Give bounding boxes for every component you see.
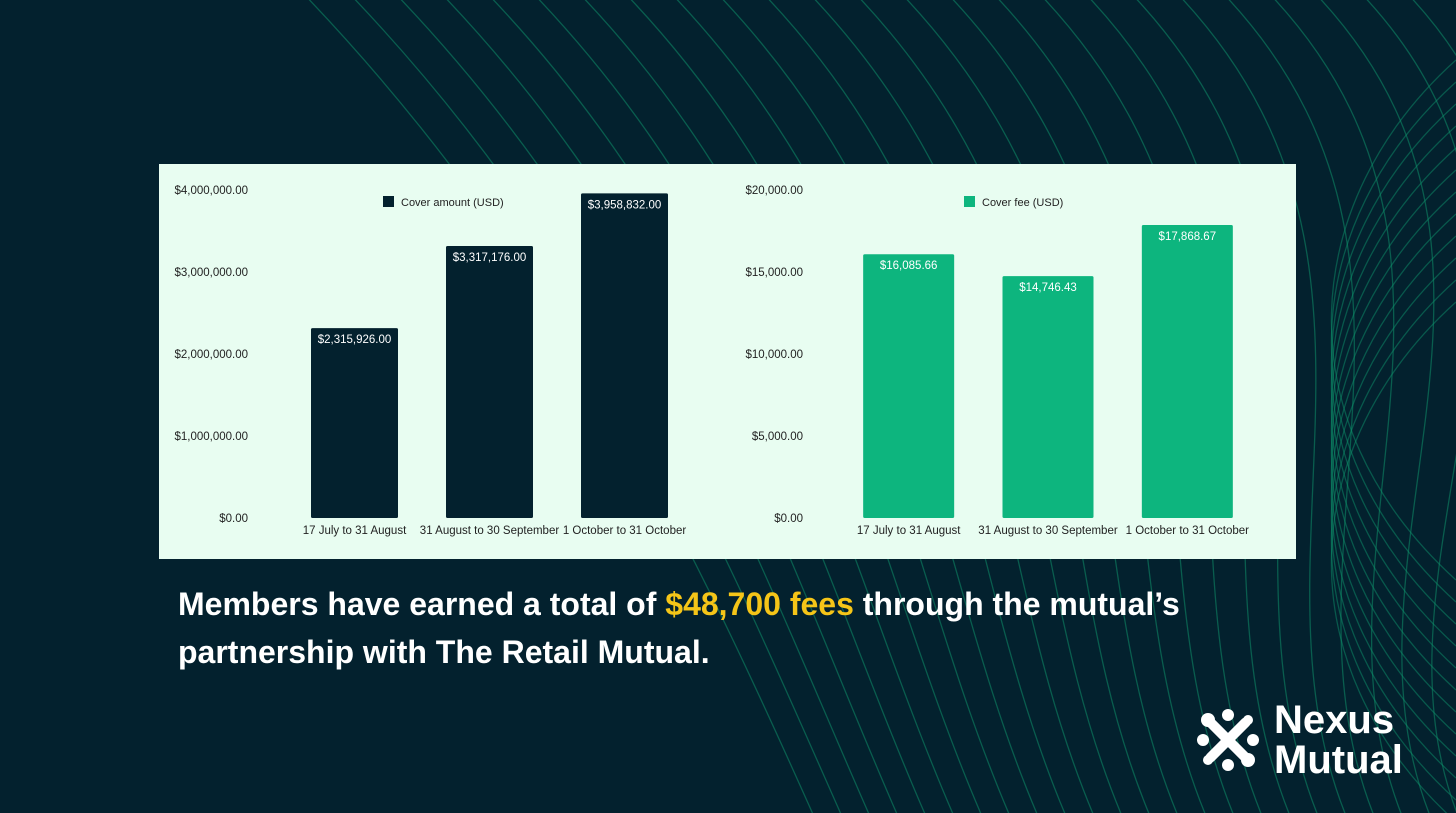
x-tick-label: 1 October to 31 October — [1126, 525, 1250, 537]
y-tick-label: $2,000,000.00 — [174, 349, 248, 361]
charts-svg: $0.00 $1,000,000.00 $2,000,000.00 $3,000,00… — [174, 185, 1249, 537]
wave-line — [1412, 0, 1456, 57]
y-tick-label: $3,000,000.00 — [174, 267, 248, 279]
legend-label: Cover fee (USD) — [982, 197, 1063, 209]
logo-wordmark: Nexus Mutual — [1274, 700, 1403, 780]
y-tick-label: $1,000,000.00 — [174, 431, 248, 443]
wave-line — [1330, 279, 1456, 801]
caption-highlight: $48,700 fees — [665, 586, 854, 622]
caption: Members have earned a total of $48,700 f… — [178, 580, 1278, 676]
logo-line-1: Nexus — [1274, 698, 1395, 742]
cover-fee-chart: $0.00 $5,000.00 $10,000.00 $15,000.00 $20,00… — [745, 185, 1249, 537]
y-tick-label: $4,000,000.00 — [174, 185, 248, 197]
wave-line — [1274, 0, 1402, 813]
bar — [581, 193, 668, 518]
cover-amount-chart: $0.00 $1,000,000.00 $2,000,000.00 $3,000,00… — [174, 185, 686, 537]
wave-line — [1320, 0, 1435, 813]
wave-line — [1366, 0, 1456, 812]
x-tick-label: 17 July to 31 August — [303, 525, 407, 537]
caption-text-start: Members have earned a total of — [178, 586, 666, 622]
charts-panel: $0.00 $1,000,000.00 $2,000,000.00 $3,000,00… — [159, 164, 1296, 559]
nexus-mutual-logo-icon — [1197, 709, 1259, 771]
wave-line — [1330, 103, 1456, 625]
legend-label: Cover amount (USD) — [401, 197, 504, 209]
y-tick-label: $10,000.00 — [745, 349, 803, 361]
legend-swatch — [964, 196, 975, 207]
data-label: $3,317,176.00 — [453, 252, 527, 264]
bar — [863, 254, 955, 518]
logo-line-2: Mutual — [1274, 738, 1403, 782]
x-tick-label: 31 August to 30 September — [420, 525, 560, 537]
bar — [1141, 224, 1233, 519]
wave-line — [1330, 191, 1456, 713]
wave-line — [1450, 0, 1456, 813]
wave-line — [1330, 147, 1456, 669]
wave-line — [1330, 301, 1456, 813]
wave-line — [1330, 169, 1456, 691]
caption-text-end: through the mutual’s partnership with Th… — [178, 586, 1180, 670]
bar — [1002, 276, 1094, 518]
data-label: $17,868.67 — [1159, 231, 1217, 243]
y-tick-label: $20,000.00 — [745, 185, 803, 197]
y-tick-label: $0.00 — [219, 513, 248, 525]
wave-line — [1182, 0, 1346, 813]
wave-line — [1330, 213, 1456, 735]
data-label: $16,085.66 — [880, 260, 938, 272]
data-label: $2,315,926.00 — [318, 334, 392, 346]
x-tick-label: 17 July to 31 August — [857, 525, 961, 537]
nexus-mutual-logo: Nexus Mutual — [1192, 700, 1432, 790]
wave-line — [1330, 59, 1456, 581]
bar — [311, 328, 398, 518]
legend-swatch — [383, 196, 394, 207]
y-tick-label: $15,000.00 — [745, 267, 803, 279]
x-tick-label: 31 August to 30 September — [978, 525, 1118, 537]
wave-line — [1330, 257, 1456, 779]
data-label: $14,746.43 — [1019, 282, 1077, 294]
x-tick-label: 1 October to 31 October — [563, 525, 687, 537]
data-label: $3,958,832.00 — [588, 199, 662, 211]
wave-line — [1330, 125, 1456, 647]
bar — [446, 245, 533, 518]
wave-line — [1228, 0, 1374, 813]
y-tick-label: $5,000.00 — [752, 431, 803, 443]
wave-line — [1330, 81, 1456, 603]
wave-line — [1330, 235, 1456, 757]
y-tick-label: $0.00 — [774, 513, 803, 525]
